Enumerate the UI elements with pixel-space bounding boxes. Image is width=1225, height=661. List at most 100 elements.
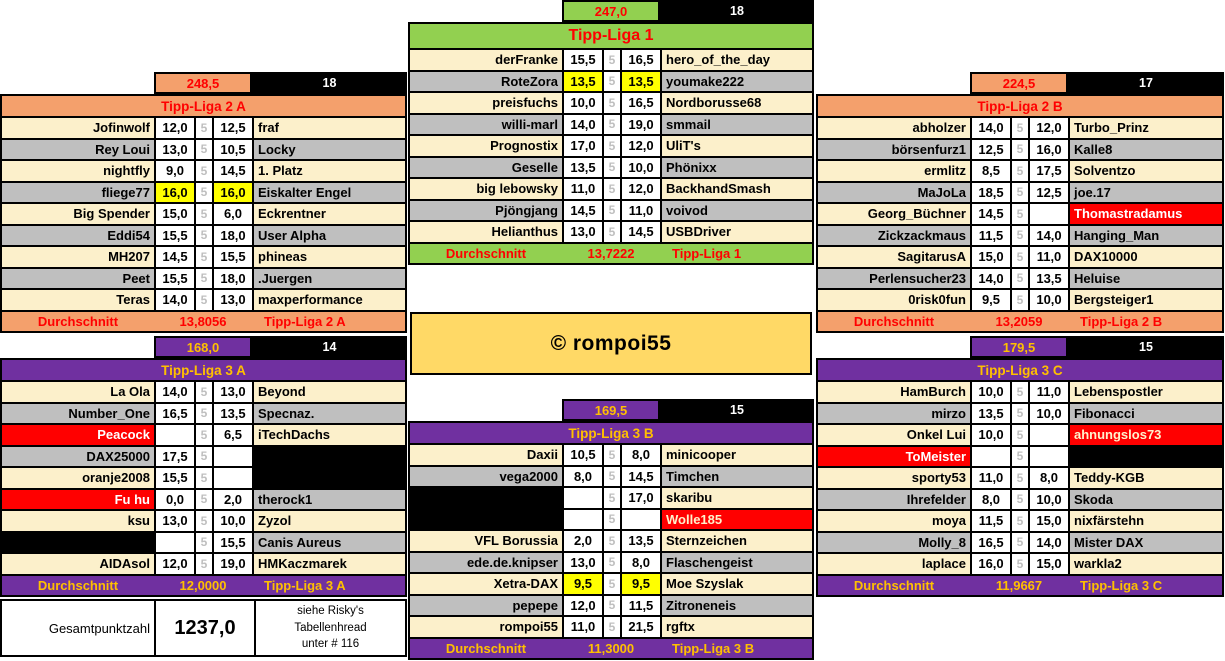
divider-cell: 5: [196, 204, 212, 224]
league-table: Tipp-Liga 3 C HamBurch 10,0 5 11,0 Lebenspos…: [816, 358, 1224, 597]
player-name: Wolle185: [662, 509, 812, 529]
player-count-cell: 17: [1068, 72, 1224, 94]
divider-cell: 5: [604, 93, 620, 113]
league-totals-row: 224,5 17: [816, 72, 1224, 94]
player-name: Eiskalter Engel: [254, 182, 405, 202]
score-cell: [156, 532, 194, 552]
score-cell: 9,5: [564, 574, 602, 594]
score-cell: 10,0: [564, 93, 602, 113]
score-cell: 11,5: [972, 225, 1010, 245]
score-cell: 6,0: [214, 204, 252, 224]
average-value: 13,2059: [995, 313, 1043, 329]
player-name: Thomastradamus: [1070, 204, 1222, 224]
divider-cell: 5: [1012, 204, 1028, 224]
spacer-cell: [0, 72, 154, 94]
score-cell: 8,5: [972, 161, 1010, 181]
average-league-name: Tipp-Liga 2 A: [264, 313, 346, 329]
score-cell: 8,0: [564, 466, 602, 486]
score-cell: 10,0: [214, 511, 252, 531]
score-cell: 14,5: [972, 204, 1010, 224]
average-row: Durchschnitt 13,7222 Tipp-Liga 1: [410, 243, 812, 263]
player-name: youmake222: [662, 71, 812, 91]
score-cell: 16,0: [156, 182, 194, 202]
player-name: smmail: [662, 114, 812, 134]
score-cell: 11,0: [564, 617, 602, 637]
average-value: 11,3000: [587, 640, 635, 656]
player-name: hero_of_the_day: [662, 50, 812, 70]
average-value: 13,8056: [179, 313, 227, 329]
average-row: Durchschnitt 12,0000 Tipp-Liga 3 A: [2, 575, 405, 595]
divider-cell: 5: [196, 403, 212, 423]
player-name: Nordborusse68: [662, 93, 812, 113]
player-name: UliT's: [662, 136, 812, 156]
divider-cell: 5: [196, 425, 212, 445]
player-name: Moe Szyslak: [662, 574, 812, 594]
divider-cell: 5: [604, 552, 620, 572]
player-name: Ihrefelder: [818, 489, 970, 509]
player-name: Big Spender: [2, 204, 154, 224]
player-name: phineas: [254, 247, 405, 267]
divider-cell: 5: [1012, 446, 1028, 466]
divider-cell: 5: [196, 446, 212, 466]
grand-total-row: Gesamtpunktzahl 1237,0 siehe Risky's Tab…: [0, 599, 407, 657]
average-row: Durchschnitt 11,3000 Tipp-Liga 3 B: [410, 638, 812, 658]
league-table: Tipp-Liga 3 A La Ola 14,0 5 13,0 Beyond Numbe…: [0, 358, 407, 597]
divider-cell: 5: [1012, 247, 1028, 267]
player-name: DAX10000: [1070, 247, 1222, 267]
score-cell: 8,0: [622, 445, 660, 465]
divider-cell: 5: [604, 466, 620, 486]
score-cell: 11,0: [564, 179, 602, 199]
league-table: Tipp-Liga 3 B Daxii 10,5 5 8,0 minicooper veg…: [408, 421, 814, 660]
score-cell: 10,5: [564, 445, 602, 465]
divider-cell: 5: [604, 574, 620, 594]
score-cell: [156, 425, 194, 445]
spacer-cell: [0, 336, 154, 358]
score-cell: 15,0: [1030, 554, 1068, 574]
score-cell: 15,5: [214, 247, 252, 267]
divider-cell: 5: [196, 118, 212, 138]
player-name: therock1: [254, 489, 405, 509]
player-name: Molly_8: [818, 532, 970, 552]
score-cell: 14,5: [622, 222, 660, 242]
player-name: minicooper: [662, 445, 812, 465]
divider-cell: 5: [196, 511, 212, 531]
footer-note-line: unter # 116: [301, 638, 360, 651]
score-cell: 11,0: [1030, 382, 1068, 402]
average-league-name: Tipp-Liga 2 B: [1080, 313, 1163, 329]
player-count-cell: 18: [252, 72, 407, 94]
player-name: Geselle: [410, 157, 562, 177]
average-value: 13,7222: [587, 245, 635, 261]
divider-cell: 5: [196, 225, 212, 245]
player-name: Peacock: [2, 425, 154, 445]
player-name: maxperformance: [254, 290, 405, 310]
player-name: Solventzo: [1070, 161, 1222, 181]
divider-cell: 5: [604, 200, 620, 220]
player-name: Mister DAX: [1070, 532, 1222, 552]
player-name: MaJoLa: [818, 182, 970, 202]
player-name: La Ola: [2, 382, 154, 402]
divider-cell: 5: [1012, 532, 1028, 552]
player-name: Timchen: [662, 466, 812, 486]
score-cell: 11,5: [972, 511, 1010, 531]
player-name: abholzer: [818, 118, 970, 138]
league-totals-row: 169,5 15: [408, 399, 814, 421]
player-name: Zyzol: [254, 511, 405, 531]
copyright-banner: © rompoi55: [410, 312, 812, 375]
total-points-cell: 224,5: [970, 72, 1068, 94]
league-totals-row: 248,5 18: [0, 72, 407, 94]
score-cell: 12,5: [1030, 182, 1068, 202]
divider-cell: 5: [604, 509, 620, 529]
average-label: Durchschnitt: [445, 245, 527, 261]
player-name: moya: [818, 511, 970, 531]
score-cell: 2,0: [564, 531, 602, 551]
average-value: 11,9667: [995, 577, 1043, 593]
divider-cell: 5: [1012, 182, 1028, 202]
divider-cell: 5: [196, 268, 212, 288]
average-row: Durchschnitt 13,8056 Tipp-Liga 2 A: [2, 311, 405, 331]
score-cell: 13,0: [564, 222, 602, 242]
average-label: Durchschnitt: [445, 640, 527, 656]
score-cell: [1030, 425, 1068, 445]
score-cell: 13,5: [622, 531, 660, 551]
divider-cell: 5: [196, 532, 212, 552]
